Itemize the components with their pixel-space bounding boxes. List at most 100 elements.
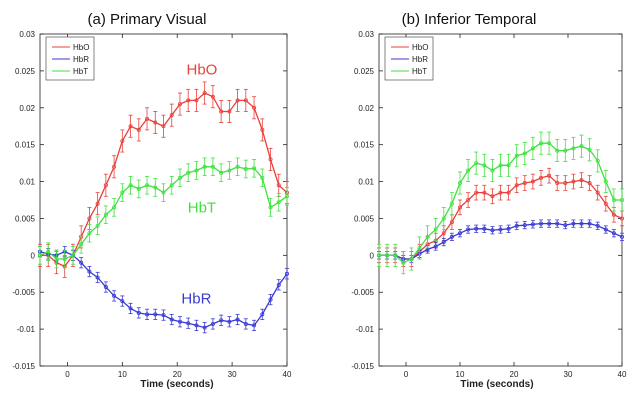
panel-b-legend: HbO HbR HbT: [384, 36, 434, 81]
panel-b-hbr-point: [620, 234, 625, 239]
panel-b-hbt-point: [449, 201, 454, 206]
panel-b-hbo-point: [571, 179, 576, 184]
panel-b-xtick-label: 40: [618, 370, 627, 379]
panel-a-hbo-point: [145, 116, 150, 121]
panel-b-hbt-point: [506, 163, 511, 168]
panel-b-hbo-point: [506, 190, 511, 195]
panel-a-ytick-label: 0.01: [19, 178, 35, 187]
panel-a-hbt-point: [38, 253, 43, 258]
panel-b-hbt-point: [587, 147, 592, 152]
panel-b-hbo-point: [547, 173, 552, 178]
panel-b-ytick-label: 0.015: [354, 141, 375, 150]
panel-a-hbr-point: [202, 325, 207, 330]
panel-a-hbr-point: [153, 312, 158, 317]
panel-a-hbt-point: [95, 223, 100, 228]
panel-a-hbr-point: [186, 321, 191, 326]
panel-b-hbo-point: [457, 205, 462, 210]
panel-b-legend-hbo: HbO: [412, 43, 428, 52]
panel-a-hbo-point: [194, 98, 199, 103]
panel-a-hbt-point: [169, 183, 174, 188]
panel-a-hbt-point: [219, 170, 224, 175]
panel-a-hbr-point: [95, 275, 100, 280]
panel-a-hbo-point: [202, 91, 207, 96]
panel-a-hbt-point: [70, 253, 75, 258]
panel-a-hbt-point: [243, 167, 248, 172]
panel-b-hbo-point: [587, 181, 592, 186]
panel-a-hbt-point: [260, 175, 265, 180]
panel-a-hbo-point: [260, 127, 265, 132]
panel-a-hbr-line: [39, 250, 288, 329]
panel-a-hbo-point: [268, 157, 273, 162]
panel-a-ytick-label: 0.02: [19, 104, 35, 113]
panel-b-ytick-label: 0: [370, 251, 375, 260]
panel-b-ytick-label: 0.005: [354, 214, 375, 223]
panel-b-legend-hbr: HbR: [412, 55, 428, 64]
panel-a-hbr-point: [219, 318, 224, 323]
panel-b-hbt-point: [620, 197, 625, 202]
panel-b-hbo-point: [466, 197, 471, 202]
panel-a-annotation-hbo: HbO: [187, 62, 218, 79]
panel-b-hbt-point: [514, 153, 519, 158]
panel-a-hbt-point: [153, 185, 158, 190]
panel-a-hbr-point: [276, 282, 281, 287]
panel-a-hbt-point: [284, 194, 289, 199]
panel-b-hbo-point: [522, 181, 527, 186]
panel-b-hbr-point: [547, 221, 552, 226]
panel-b-hbr-point: [466, 227, 471, 232]
panel-a-legend-hbt: HbT: [73, 67, 88, 76]
panel-b-hbt-point: [417, 245, 422, 250]
panel-a-hbo-point: [95, 201, 100, 206]
panel-a-hbr-point: [284, 271, 289, 276]
panel-a-xtick-label: 40: [283, 370, 292, 379]
panel-a-legend: HbO HbR HbT: [45, 36, 95, 81]
panel-a-hbo-point: [136, 127, 141, 132]
panel-a-hbt-point: [103, 212, 108, 217]
panel-b-hbr-point: [474, 226, 479, 231]
panel-b-hbo-point: [441, 231, 446, 236]
panel-a-hbt-point: [62, 257, 67, 262]
panel-b-hbo-point: [555, 181, 560, 186]
panel-a-hbt-point: [268, 205, 273, 210]
panel-b-plot: -0.015 -0.01 -0.005 0 0.005 0.01 0.015 0.02 0.02…: [351, 30, 627, 379]
panel-b-xtick-label: 10: [456, 370, 465, 379]
panel-b-hbt-point: [409, 257, 414, 262]
panel-a-hbo-point: [243, 98, 248, 103]
panel-b-hbt-point: [474, 161, 479, 166]
panel-a-hbt-point: [136, 186, 141, 191]
panel-b-hbr-point: [449, 234, 454, 239]
panel-b-hbt-point: [466, 168, 471, 173]
panel-a-legend-hbr: HbR: [73, 55, 89, 64]
panel-b-hbt-point: [425, 234, 430, 239]
panel-b-hbr-point: [482, 226, 487, 231]
panel-b-hbt-point: [539, 141, 544, 146]
panel-b-hbt-point: [433, 227, 438, 232]
panel-a-hbo-point: [227, 109, 232, 114]
panel-a-ytick-label: 0.015: [15, 141, 36, 150]
panel-a-ytick-label: -0.015: [12, 362, 35, 371]
panel-b-ytick-label: 0.025: [354, 67, 375, 76]
panel-a-annotation-hbt: HbT: [188, 200, 216, 217]
panel-a-hbr-point: [177, 319, 182, 324]
panel-a-hbr-point: [252, 323, 257, 328]
panel-b-hbt-point: [385, 253, 390, 258]
panel-b-hbr-point: [603, 227, 608, 232]
panel-b-hbo-point: [595, 190, 600, 195]
panel-a-title: (a) Primary Visual: [88, 11, 207, 28]
panel-a-hbr-point: [161, 313, 166, 318]
panel-a-hbo-point: [120, 138, 125, 143]
panel-a-hbo-point: [161, 124, 166, 129]
panel-a-hbt-point: [54, 257, 59, 262]
panel-b-hbt-point: [571, 146, 576, 151]
panel-b-hbo-point: [498, 190, 503, 195]
panel-b-hbt-point: [579, 144, 584, 149]
panel-a-hbo-point: [153, 120, 158, 125]
panel-a-xtick-label: 10: [118, 370, 127, 379]
panel-b-ytick-label: -0.005: [351, 288, 374, 297]
panel-b-hbo-point: [611, 212, 616, 217]
panel-b-xtick-label: 0: [404, 370, 409, 379]
panel-b-hbo-point: [490, 194, 495, 199]
panel-a-hbt-point: [227, 168, 232, 173]
panel-a-xtick-label: 20: [173, 370, 182, 379]
panel-b-hbt-point: [603, 179, 608, 184]
panel-b-title: (b) Inferior Temporal: [402, 11, 537, 28]
